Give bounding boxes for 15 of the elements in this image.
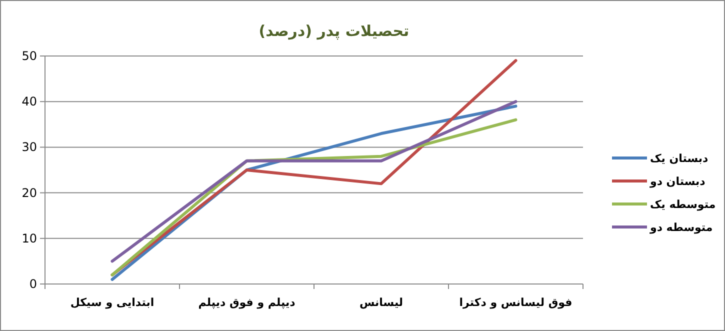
legend-label: دبستان یک <box>650 152 709 165</box>
x-tick-label: دیپلم و فوق دیپلم <box>198 296 296 309</box>
y-tick-label: 30 <box>22 140 37 154</box>
y-tick-label: 10 <box>22 231 37 246</box>
legend-label: متوسطه یک <box>650 198 716 211</box>
y-tick-label: 50 <box>22 49 37 63</box>
legend-label: دبستان دو <box>649 175 706 188</box>
y-tick-label: 40 <box>22 94 37 109</box>
y-tick-label: 0 <box>29 277 37 291</box>
y-tick-label: 20 <box>22 186 37 200</box>
x-tick-label: لیسانس <box>359 296 404 309</box>
x-tick-label: ابتدایی و سیکل <box>70 296 154 309</box>
chart-title: تحصیلات پدر (درصد) <box>258 22 410 40</box>
legend-label: متوسطه دو <box>649 221 713 234</box>
x-tick-label: فوق لیسانس و دکترا <box>459 296 572 309</box>
